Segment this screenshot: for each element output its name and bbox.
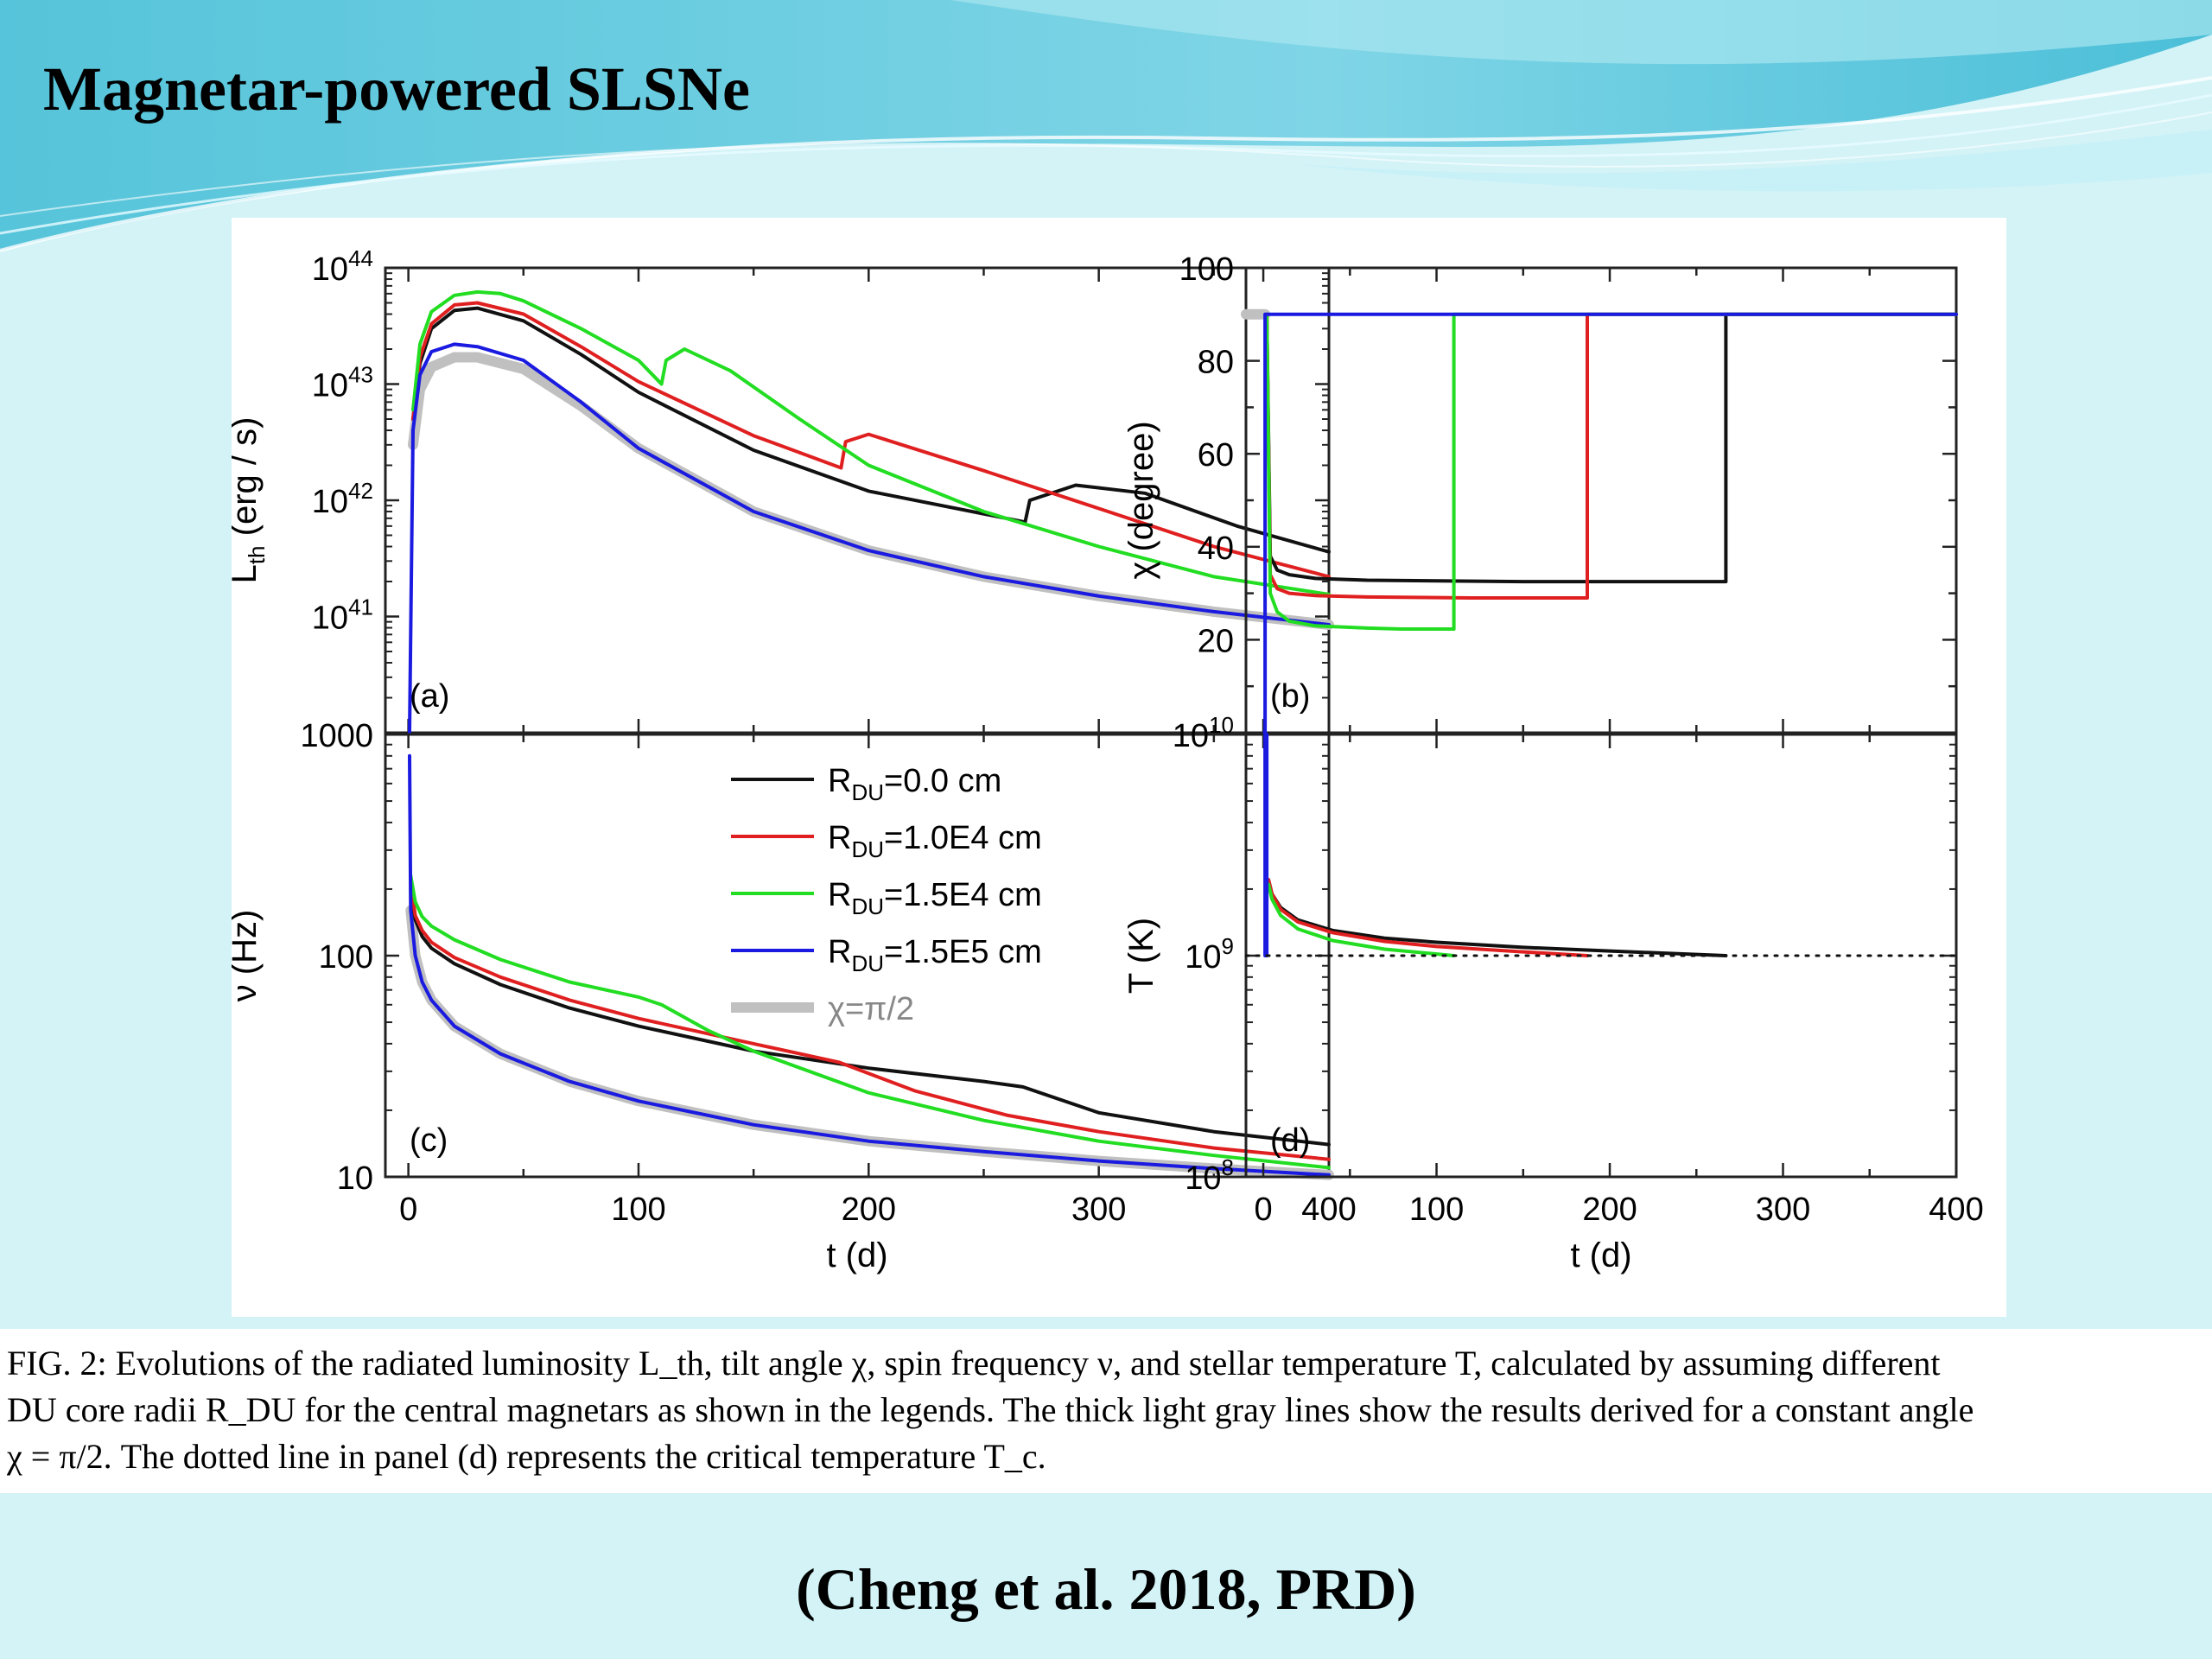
plot-frame <box>1244 266 1958 734</box>
y-tick-label: 60 <box>1198 437 1234 474</box>
caption-line-3: χ = π/2. The dotted line in panel (d) re… <box>7 1437 1046 1476</box>
x-tick-label: 300 <box>1071 1192 1126 1228</box>
series-line <box>1262 312 1958 734</box>
header-banner <box>0 0 2212 252</box>
series-line <box>1267 878 1728 957</box>
series-line <box>1267 878 1589 957</box>
x-axis-label: t (d) <box>826 1236 887 1274</box>
figure-panel: 1044 1043 1042 1041 (a) Lth (erg / s) 20 40 60 8… <box>232 218 2006 1317</box>
y-tick-label: 1042 <box>312 478 373 520</box>
series-line <box>1265 312 1958 600</box>
series-line <box>1263 733 1269 957</box>
legend-label: χ=π/2 <box>828 991 914 1027</box>
legend-label: RDU=1.5E5 cm <box>828 934 1042 976</box>
plot-frame <box>384 266 1331 734</box>
x-tick-label: 200 <box>1582 1192 1637 1228</box>
panel-a: 1044 1043 1042 1041 (a) Lth (erg / s) <box>232 245 1334 734</box>
y-tick-label: 109 <box>1185 933 1234 976</box>
series-line <box>411 301 1331 579</box>
x-tick-label: 0 <box>1254 1192 1272 1228</box>
series-line <box>411 306 1331 554</box>
legend-label: RDU=1.0E4 cm <box>828 820 1042 862</box>
series-line <box>1267 882 1456 957</box>
y-tick-label: 108 <box>1185 1154 1234 1197</box>
y-axis-label: T (K) <box>1122 918 1160 994</box>
series-line <box>408 753 1331 1177</box>
panel-label: (d) <box>1270 1122 1310 1159</box>
legend-label: RDU=0.0 cm <box>828 763 1001 805</box>
y-tick-label: 10 <box>337 1160 373 1197</box>
x-tick-label: 100 <box>1409 1192 1464 1228</box>
y-tick-label: 80 <box>1198 345 1234 381</box>
citation: (Cheng et al. 2018, PRD) <box>796 1556 1416 1622</box>
y-tick-label: 1043 <box>312 362 373 404</box>
x-tick-label: 400 <box>1929 1192 1983 1228</box>
y-tick-label: 100 <box>1179 251 1234 288</box>
series-line <box>409 887 1331 1147</box>
x-axis-label: t (d) <box>1570 1236 1631 1274</box>
panel-label: (c) <box>410 1122 448 1159</box>
x-tick-label: 300 <box>1756 1192 1810 1228</box>
figure-caption: FIG. 2: Evolutions of the radiated lumin… <box>0 1329 2212 1493</box>
panel-b: 20 40 60 80 100 (b) χ (degree) <box>1122 251 1958 734</box>
x-tick-label: 0 <box>399 1192 417 1228</box>
y-tick-label: 1041 <box>312 594 373 637</box>
y-tick-label: 20 <box>1198 623 1234 659</box>
panel-label: (b) <box>1270 678 1310 715</box>
y-axis-label: ν (Hz) <box>232 910 264 1002</box>
y-tick-label: 1010 <box>1173 712 1234 754</box>
y-tick-label: 100 <box>319 939 373 976</box>
panel-d: 0 100 200 300 400 1010 109 108 (d) T (K) t (d) <box>1122 712 1984 1274</box>
series-line <box>408 342 1331 734</box>
y-tick-label: 40 <box>1198 531 1234 567</box>
x-tick-label: 200 <box>842 1192 896 1228</box>
y-axis-label: χ (degree) <box>1122 421 1160 579</box>
x-tick-label: 400 <box>1301 1192 1356 1228</box>
figure-chart: 1044 1043 1042 1041 (a) Lth (erg / s) 20 40 60 8… <box>232 245 1984 1274</box>
series-line <box>1265 312 1958 584</box>
x-tick-label: 100 <box>611 1192 665 1228</box>
caption-line-1: FIG. 2: Evolutions of the radiated lumin… <box>7 1344 1941 1382</box>
series-line <box>409 874 1331 1170</box>
y-axis-label: Lth (erg / s) <box>232 417 270 584</box>
y-tick-label: 1000 <box>300 718 373 754</box>
panel-label: (a) <box>410 678 449 715</box>
slide-title: Magnetar-powered SLSNe <box>43 54 750 124</box>
caption-line-2: DU core radii R_DU for the central magne… <box>7 1390 1974 1429</box>
legend-label: RDU=1.5E4 cm <box>828 877 1042 919</box>
series-line <box>411 289 1331 596</box>
y-tick-label: 1044 <box>312 245 373 288</box>
series-line <box>1265 312 1958 631</box>
series-line <box>409 882 1331 1161</box>
